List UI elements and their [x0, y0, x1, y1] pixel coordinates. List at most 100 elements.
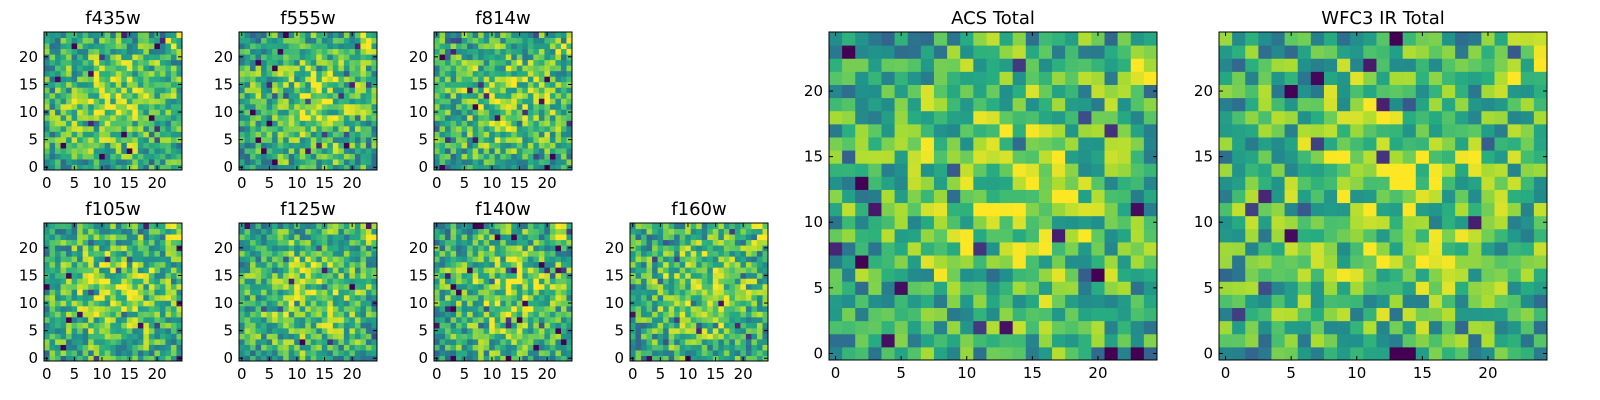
heatmap-cell	[538, 300, 545, 307]
heatmap-cell	[239, 311, 246, 318]
heatmap-cell	[467, 70, 474, 77]
heatmap-cell	[483, 43, 490, 50]
heatmap-cell	[842, 241, 856, 256]
heatmap-cell	[494, 70, 501, 77]
heatmap-cell	[522, 261, 529, 268]
heatmap-cell	[143, 153, 150, 160]
heatmap-cell	[1130, 268, 1145, 282]
heatmap-cell	[371, 98, 378, 105]
heatmap-cell	[707, 333, 714, 340]
heatmap-cell	[165, 305, 172, 312]
heatmap-cell	[472, 261, 479, 268]
heatmap-cell	[148, 355, 155, 362]
heatmap-cell	[137, 261, 144, 268]
heatmap-cell	[472, 278, 479, 285]
heatmap-cell	[294, 228, 301, 235]
heatmap-cell	[288, 349, 295, 356]
heatmap-cell	[1130, 294, 1145, 309]
x-tick-label: 0	[628, 365, 638, 383]
heatmap-cell	[456, 311, 463, 318]
heatmap-cell	[93, 109, 100, 116]
heatmap-cell	[343, 43, 350, 50]
heatmap-cell	[933, 255, 948, 269]
heatmap-cell	[250, 261, 257, 268]
heatmap-cell	[842, 320, 856, 335]
heatmap-cell	[82, 54, 89, 61]
heatmap-cell	[338, 153, 345, 160]
heatmap-cell	[657, 294, 664, 301]
heatmap-cell	[170, 153, 177, 160]
heatmap-cell	[294, 142, 301, 149]
heatmap-cell	[723, 311, 730, 318]
heatmap-cell	[154, 311, 161, 318]
heatmap-cell	[555, 147, 562, 154]
heatmap-cell	[239, 147, 246, 154]
heatmap-cell	[533, 261, 540, 268]
heatmap-cell	[674, 338, 681, 345]
heatmap-cell	[332, 153, 339, 160]
heatmap-cell	[310, 125, 317, 132]
heatmap-cell	[679, 256, 686, 263]
heatmap-cell	[354, 278, 361, 285]
heatmap-cell	[756, 311, 763, 318]
heatmap-cell	[635, 289, 642, 296]
heatmap-cell	[66, 239, 73, 246]
heatmap-cell	[685, 239, 692, 246]
heatmap-cell	[82, 305, 89, 312]
heatmap-cell	[560, 120, 567, 127]
heatmap-cell	[483, 305, 490, 312]
heatmap-cell	[522, 300, 529, 307]
heatmap-cell	[176, 250, 183, 257]
heatmap-cell	[360, 234, 367, 241]
heatmap-cell	[316, 239, 323, 246]
heatmap-cell	[104, 305, 111, 312]
heatmap-cell	[294, 245, 301, 252]
heatmap-cell	[538, 272, 545, 279]
heatmap-cell	[696, 344, 703, 351]
heatmap-cell	[483, 120, 490, 127]
heatmap-cell	[244, 158, 251, 165]
heatmap-cell	[538, 92, 545, 99]
heatmap-cell	[77, 48, 84, 55]
heatmap-cell	[522, 267, 529, 274]
heatmap-cell	[299, 164, 306, 171]
heatmap-cell	[734, 228, 741, 235]
heatmap-cell	[549, 131, 556, 138]
heatmap-cell	[110, 294, 117, 301]
heatmap-cell	[489, 136, 496, 143]
heatmap-cell	[663, 316, 670, 323]
heatmap-cell	[868, 333, 882, 348]
heatmap-cell	[104, 65, 111, 72]
heatmap-cell	[288, 245, 295, 252]
heatmap-cell	[294, 147, 301, 154]
heatmap-cell	[261, 256, 268, 263]
heatmap-cell	[250, 344, 257, 351]
heatmap-cell	[126, 37, 133, 44]
heatmap-cell	[745, 333, 752, 340]
heatmap-cell	[354, 32, 361, 39]
heatmap-cell	[527, 305, 534, 312]
x-tick-label: 20	[538, 174, 557, 192]
heatmap-cell	[434, 294, 441, 301]
heatmap-cell	[657, 327, 664, 334]
heatmap-cell	[505, 228, 512, 235]
heatmap-cell	[66, 305, 73, 312]
heatmap-cell	[478, 267, 485, 274]
heatmap-cell	[305, 142, 312, 149]
heatmap-cell	[121, 355, 128, 362]
heatmap-cell	[354, 109, 361, 116]
heatmap-cell	[88, 250, 95, 257]
heatmap-cell	[104, 344, 111, 351]
heatmap-cell	[1143, 189, 1158, 204]
heatmap-cell	[360, 153, 367, 160]
heatmap-cell	[88, 278, 95, 285]
heatmap-cell	[294, 261, 301, 268]
heatmap-cell	[657, 267, 664, 274]
heatmap-cell	[170, 147, 177, 154]
heatmap-cell	[343, 120, 350, 127]
heatmap-cell	[143, 109, 150, 116]
heatmap-cell	[439, 37, 446, 44]
heatmap-cell	[445, 65, 452, 72]
heatmap-cell	[170, 70, 177, 77]
heatmap-cell	[354, 131, 361, 138]
